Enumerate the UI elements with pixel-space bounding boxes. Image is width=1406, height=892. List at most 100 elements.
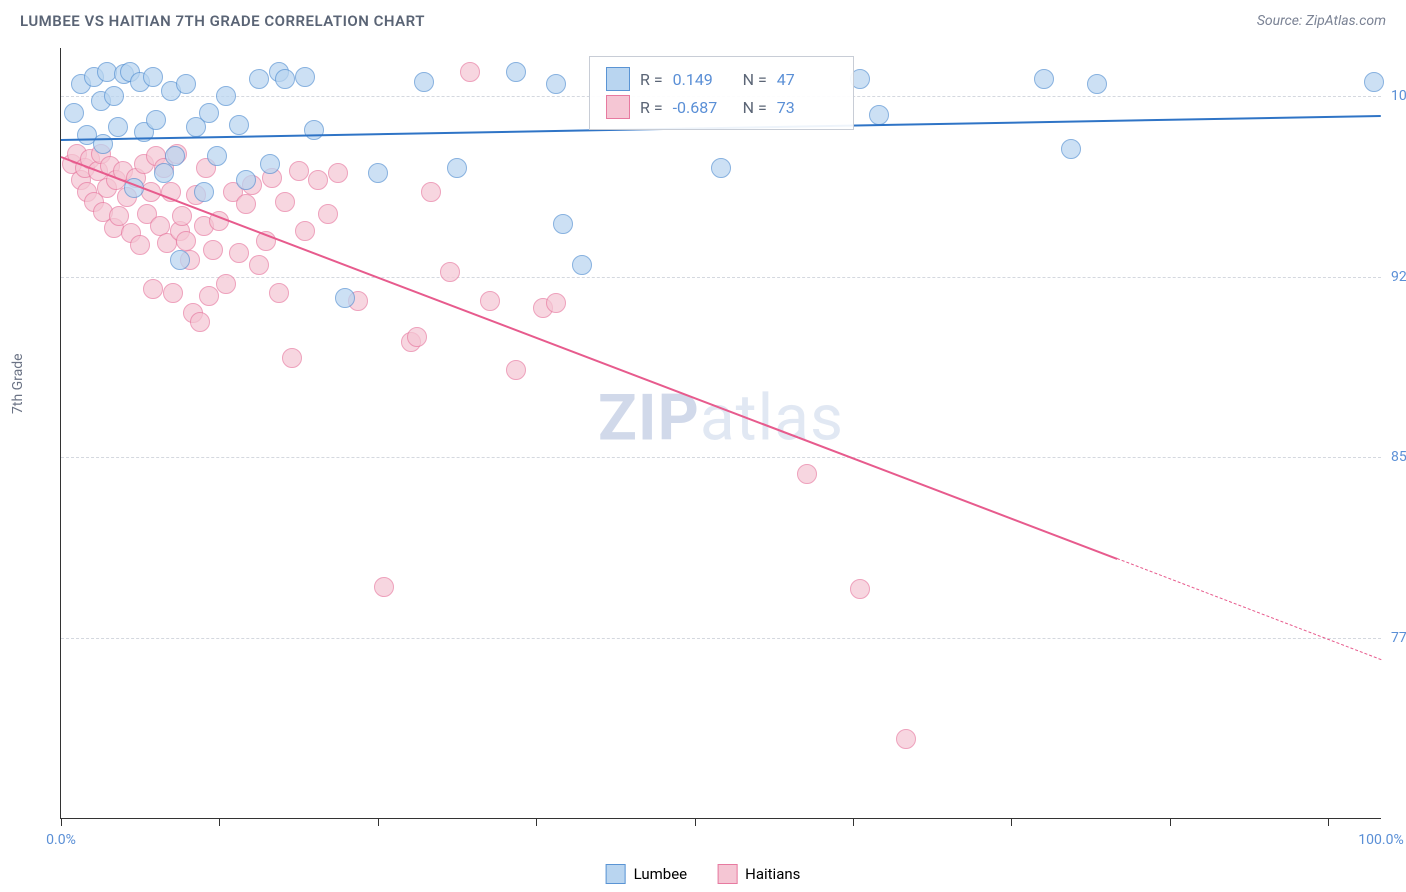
data-point-haitians xyxy=(143,279,163,299)
legend-item-lumbee: Lumbee xyxy=(606,864,688,884)
data-point-haitians xyxy=(130,235,150,255)
data-point-haitians xyxy=(480,291,500,311)
data-point-lumbee xyxy=(108,117,128,137)
data-point-haitians xyxy=(229,243,249,263)
x-tick xyxy=(695,818,696,826)
data-point-lumbee xyxy=(304,120,324,140)
y-tick-label: 100.0% xyxy=(1391,88,1406,104)
r-value: 0.149 xyxy=(673,70,733,89)
data-point-lumbee xyxy=(236,170,256,190)
data-point-lumbee xyxy=(368,163,388,183)
legend-label-haitians: Haitians xyxy=(745,865,800,883)
data-point-haitians xyxy=(172,206,192,226)
swatch xyxy=(606,95,630,119)
data-point-lumbee xyxy=(335,288,355,308)
data-point-lumbee xyxy=(176,74,196,94)
data-point-lumbee xyxy=(229,115,249,135)
stats-legend: R = 0.149 N = 47R = -0.687 N = 73 xyxy=(589,56,854,130)
scatter-plot-area: ZIPatlas 77.5%85.0%92.5%100.0%0.0%100.0%… xyxy=(60,48,1381,819)
data-point-lumbee xyxy=(1087,74,1107,94)
chart-title: LUMBEE VS HAITIAN 7TH GRADE CORRELATION … xyxy=(20,12,425,30)
data-point-haitians xyxy=(440,262,460,282)
data-point-haitians xyxy=(308,170,328,190)
data-point-haitians xyxy=(176,231,196,251)
data-point-haitians xyxy=(275,192,295,212)
data-point-haitians xyxy=(407,327,427,347)
r-label: R = xyxy=(640,70,663,89)
data-point-haitians xyxy=(328,163,348,183)
data-point-lumbee xyxy=(506,62,526,82)
data-point-haitians xyxy=(199,286,219,306)
data-point-lumbee xyxy=(572,255,592,275)
data-point-haitians xyxy=(203,240,223,260)
legend-item-haitians: Haitians xyxy=(717,864,800,884)
x-min-label: 0.0% xyxy=(46,832,76,848)
data-point-haitians xyxy=(249,255,269,275)
data-point-haitians xyxy=(460,62,480,82)
n-value: 73 xyxy=(777,98,837,117)
data-point-haitians xyxy=(190,312,210,332)
header: LUMBEE VS HAITIAN 7TH GRADE CORRELATION … xyxy=(0,0,1406,38)
data-point-haitians xyxy=(289,161,309,181)
data-point-lumbee xyxy=(546,74,566,94)
y-tick-label: 92.5% xyxy=(1391,269,1406,285)
data-point-haitians xyxy=(546,293,566,313)
gridline xyxy=(61,277,1381,278)
data-point-haitians xyxy=(236,194,256,214)
gridline xyxy=(61,638,1381,639)
x-tick xyxy=(853,818,854,826)
data-point-haitians xyxy=(163,283,183,303)
data-point-haitians xyxy=(216,274,236,294)
data-point-lumbee xyxy=(1061,139,1081,159)
data-point-lumbee xyxy=(194,182,214,202)
data-point-lumbee xyxy=(165,146,185,166)
data-point-lumbee xyxy=(1364,72,1384,92)
x-tick xyxy=(536,818,537,826)
n-label: N = xyxy=(743,98,767,117)
data-point-lumbee xyxy=(199,103,219,123)
legend-label-lumbee: Lumbee xyxy=(634,865,688,883)
source-attribution: Source: ZipAtlas.com xyxy=(1257,13,1386,29)
data-point-lumbee xyxy=(64,103,84,123)
data-point-lumbee xyxy=(869,105,889,125)
data-point-lumbee xyxy=(216,86,236,106)
bottom-legend: Lumbee Haitians xyxy=(606,864,801,884)
y-axis-label: 7th Grade xyxy=(10,353,26,414)
data-point-lumbee xyxy=(447,158,467,178)
data-point-lumbee xyxy=(711,158,731,178)
x-tick xyxy=(1011,818,1012,826)
data-point-haitians xyxy=(374,577,394,597)
stats-row-lumbee: R = 0.149 N = 47 xyxy=(606,65,837,93)
x-tick xyxy=(1170,818,1171,826)
r-value: -0.687 xyxy=(673,98,733,117)
data-point-lumbee xyxy=(154,163,174,183)
data-point-lumbee xyxy=(414,72,434,92)
data-point-lumbee xyxy=(146,110,166,130)
data-point-haitians xyxy=(282,348,302,368)
data-point-haitians xyxy=(850,579,870,599)
legend-swatch-haitians xyxy=(717,864,737,884)
data-point-lumbee xyxy=(275,69,295,89)
data-point-haitians xyxy=(421,182,441,202)
data-point-lumbee xyxy=(1034,69,1054,89)
trend-line xyxy=(61,156,1118,560)
data-point-haitians xyxy=(269,283,289,303)
n-value: 47 xyxy=(777,70,837,89)
data-point-lumbee xyxy=(207,146,227,166)
data-point-lumbee xyxy=(553,214,573,234)
x-max-label: 100.0% xyxy=(1358,832,1403,848)
x-tick xyxy=(61,818,62,826)
data-point-lumbee xyxy=(249,69,269,89)
data-point-lumbee xyxy=(143,67,163,87)
legend-swatch-lumbee xyxy=(606,864,626,884)
swatch xyxy=(606,67,630,91)
x-tick xyxy=(219,818,220,826)
y-tick-label: 77.5% xyxy=(1391,630,1406,646)
data-point-haitians xyxy=(295,221,315,241)
n-label: N = xyxy=(743,70,767,89)
data-point-lumbee xyxy=(260,154,280,174)
data-point-lumbee xyxy=(295,67,315,87)
data-point-lumbee xyxy=(104,86,124,106)
data-point-lumbee xyxy=(170,250,190,270)
x-tick xyxy=(1328,818,1329,826)
